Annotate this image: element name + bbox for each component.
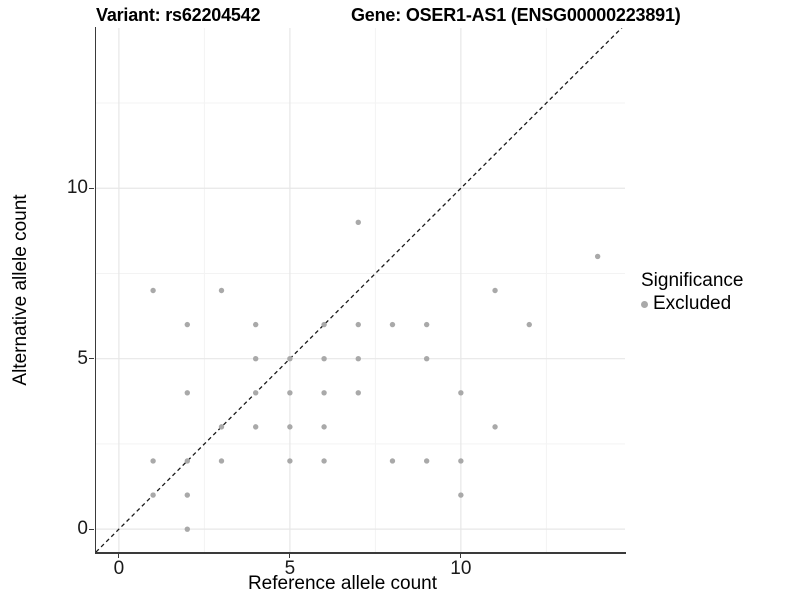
data-point	[218, 458, 225, 464]
data-point	[252, 424, 259, 430]
data-point	[287, 390, 293, 396]
data-point	[150, 492, 156, 498]
data-point	[458, 458, 464, 464]
y-tick-mark	[89, 187, 94, 189]
data-point	[492, 424, 498, 430]
data-point	[526, 321, 532, 328]
data-point	[389, 458, 396, 464]
y-tick-mark	[89, 358, 94, 360]
x-axis-line	[94, 552, 627, 554]
plot-svg	[96, 28, 625, 552]
y-tick-mark	[89, 528, 94, 530]
data-point	[287, 458, 293, 464]
data-point	[150, 287, 156, 294]
data-point	[389, 321, 396, 328]
legend-item-excluded: Excluded	[641, 293, 743, 315]
legend-key-dot-icon	[641, 300, 648, 308]
data-point	[252, 390, 259, 396]
x-tick-label: 10	[450, 558, 472, 579]
x-tick-mark	[460, 553, 462, 558]
plot-title-variant: Variant: rs62204542	[96, 5, 261, 25]
data-point	[184, 458, 191, 464]
x-tick-label: 0	[113, 558, 125, 579]
data-point	[321, 458, 327, 464]
data-point	[458, 390, 464, 396]
data-point	[287, 424, 293, 430]
data-point	[150, 458, 156, 464]
data-point	[184, 390, 191, 396]
data-point	[423, 458, 430, 464]
data-point	[355, 355, 361, 362]
x-tick-mark	[289, 553, 291, 558]
data-point	[423, 321, 430, 328]
data-point	[184, 526, 191, 532]
data-point	[184, 492, 191, 498]
y-tick-label: 0	[77, 518, 88, 540]
data-point	[458, 492, 464, 498]
data-point	[252, 355, 259, 362]
data-point	[287, 355, 293, 362]
data-point	[218, 424, 225, 430]
data-point	[423, 355, 430, 362]
plot-panel	[96, 28, 625, 552]
data-point	[594, 253, 601, 260]
y-tick-label: 5	[77, 347, 88, 369]
data-point	[184, 321, 191, 328]
legend-item-label: Excluded	[653, 293, 732, 314]
identity-line	[96, 28, 623, 552]
y-tick-label: 10	[66, 177, 88, 199]
y-axis-line	[94, 27, 97, 554]
data-point	[492, 287, 498, 294]
data-point	[252, 321, 259, 328]
x-axis-label: Reference allele count	[247, 573, 438, 594]
data-point	[321, 424, 327, 430]
data-point	[355, 321, 361, 328]
legend: Significance Excluded	[641, 270, 743, 315]
y-axis-label: Alternative allele count	[10, 194, 31, 386]
data-point	[321, 355, 327, 362]
data-point	[218, 287, 225, 294]
data-point	[355, 390, 361, 396]
legend-title: Significance	[641, 270, 744, 291]
data-point	[321, 390, 327, 396]
plot-title-gene: Gene: OSER1-AS1 (ENSG00000223891)	[351, 5, 681, 25]
x-tick-label: 5	[284, 558, 296, 579]
x-tick-mark	[118, 553, 120, 558]
data-point	[321, 321, 327, 328]
data-point	[355, 219, 361, 226]
